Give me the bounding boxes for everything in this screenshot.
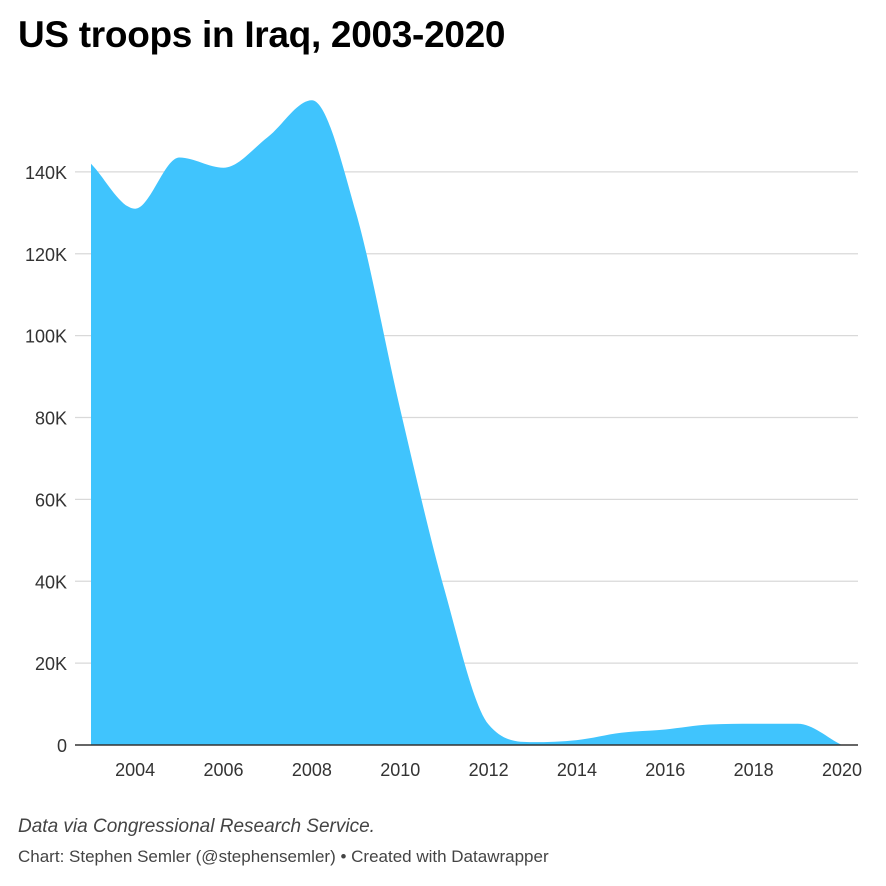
- troops-area: [91, 100, 842, 745]
- y-tick-label: 120K: [25, 245, 67, 265]
- byline: Chart: Stephen Semler (@stephensemler) •…: [18, 847, 549, 866]
- x-tick-label: 2010: [380, 760, 420, 780]
- y-tick-label: 80K: [35, 409, 67, 429]
- source-note: Data via Congressional Research Service.: [18, 816, 375, 837]
- x-tick-label: 2008: [292, 760, 332, 780]
- y-tick-label: 100K: [25, 327, 67, 347]
- chart-title: US troops in Iraq, 2003-2020: [18, 14, 506, 55]
- x-tick-label: 2012: [469, 760, 509, 780]
- y-tick-label: 60K: [35, 490, 67, 510]
- y-tick-label: 140K: [25, 163, 67, 183]
- y-tick-label: 20K: [35, 654, 67, 674]
- y-tick-label: 0: [57, 736, 67, 756]
- x-tick-label: 2014: [557, 760, 597, 780]
- y-tick-label: 40K: [35, 572, 67, 592]
- x-tick-label: 2006: [204, 760, 244, 780]
- y-axis-tick-labels: 0 20K 40K 60K 80K 100K 120K 140K: [25, 163, 67, 756]
- x-tick-label: 2018: [734, 760, 774, 780]
- x-axis-tick-labels: 2004 2006 2008 2010 2012 2014 2016 2018 2020: [115, 760, 862, 780]
- area-layer: [91, 100, 842, 745]
- x-tick-label: 2004: [115, 760, 155, 780]
- x-tick-label: 2020: [822, 760, 862, 780]
- x-tick-label: 2016: [645, 760, 685, 780]
